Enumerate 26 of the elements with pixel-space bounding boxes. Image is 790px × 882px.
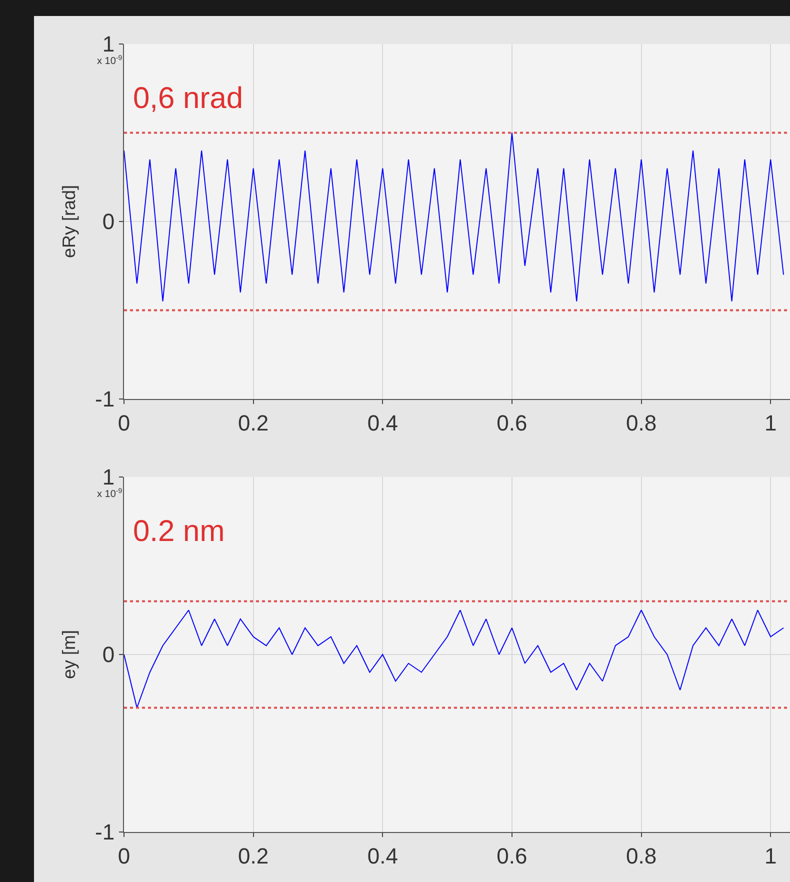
x-tick-label: 0.8: [626, 843, 657, 868]
line-series: [124, 610, 784, 708]
y-axis-title: eRy [rad]: [59, 184, 80, 258]
y-tick-label: -1: [95, 820, 115, 845]
x-tick-label: 0: [118, 410, 130, 436]
x-tick-label: 0.6: [496, 843, 528, 868]
x-tick-label: 0: [118, 843, 130, 868]
y-axis-title: ey [m]: [59, 630, 80, 680]
x-tick-label: 1: [764, 410, 777, 436]
x-tick-label: 0.4: [367, 843, 398, 868]
y-tick-label: -1: [95, 386, 115, 412]
annotation: 0,6 nrad: [133, 82, 244, 115]
x-tick-label: 0.4: [367, 410, 398, 436]
text: x 10$^{-9}$: [97, 488, 122, 500]
y-tick-label: 0: [102, 642, 115, 668]
text: x 10$^{-9}$: [97, 55, 122, 68]
x-tick-label: 0.8: [626, 410, 657, 436]
y-tick-label: 1: [102, 464, 115, 490]
line-series: [124, 132, 784, 302]
annotation: 0.2 nm: [133, 515, 225, 548]
x-tick-label: 1: [764, 843, 777, 868]
x-tick-label: 0.2: [238, 843, 269, 868]
x-tick-label: 0.6: [496, 410, 528, 436]
x-tick-label: 0.2: [238, 410, 269, 436]
y-tick-label: 0: [102, 209, 115, 234]
y-tick-label: 1: [102, 32, 115, 57]
